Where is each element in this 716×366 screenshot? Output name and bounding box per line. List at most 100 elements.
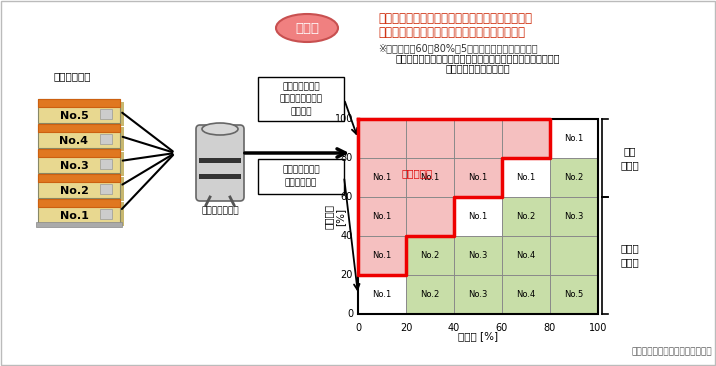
Text: 使用側の負荷（空気量）に応じてコンプレッサの: 使用側の負荷（空気量）に応じてコンプレッサの	[378, 11, 532, 25]
Bar	[358, 197, 406, 236]
Text: 消費電力
[%]: 消費電力 [%]	[323, 204, 345, 229]
Text: 80: 80	[544, 323, 556, 333]
FancyBboxPatch shape	[196, 125, 244, 201]
Bar	[38, 99, 120, 123]
Text: No.5: No.5	[59, 111, 88, 121]
Bar	[42, 127, 124, 151]
Bar	[502, 119, 550, 158]
Text: 出典：省エネルギーセンター資料: 出典：省エネルギーセンター資料	[632, 347, 712, 356]
Text: （参考）コンプレッサ５台（吸込み絞り弁制御・単独運転）の: （参考）コンプレッサ５台（吸込み絞り弁制御・単独運転）の	[396, 53, 560, 63]
Text: 20: 20	[341, 270, 353, 280]
Bar	[100, 159, 112, 169]
Bar	[38, 199, 120, 207]
Text: 60: 60	[496, 323, 508, 333]
Text: No.1: No.1	[372, 212, 392, 221]
Text: No.3: No.3	[468, 251, 488, 260]
Bar	[406, 119, 454, 158]
Bar	[358, 119, 406, 158]
Bar	[42, 102, 124, 126]
Bar	[502, 158, 550, 197]
Text: No.2: No.2	[516, 212, 536, 221]
Text: No.1: No.1	[372, 173, 392, 182]
Text: 容量
制御機: 容量 制御機	[621, 146, 639, 170]
Text: No.5: No.5	[564, 290, 584, 299]
Bar	[38, 174, 120, 182]
Text: No.3: No.3	[468, 290, 488, 299]
Bar	[36, 222, 122, 227]
Bar	[454, 119, 502, 158]
Bar	[406, 236, 454, 275]
Bar	[100, 184, 112, 194]
Bar	[550, 275, 598, 314]
Text: 空気量 [%]: 空気量 [%]	[458, 331, 498, 341]
Text: No.3: No.3	[59, 161, 88, 171]
Bar	[38, 124, 120, 132]
Bar	[38, 149, 120, 173]
Bar	[550, 236, 598, 275]
Bar	[258, 77, 344, 121]
Text: 0: 0	[355, 323, 361, 333]
Text: No.3: No.3	[564, 212, 584, 221]
Text: 対策後: 対策後	[295, 22, 319, 34]
Bar	[100, 109, 112, 119]
Bar	[550, 158, 598, 197]
Bar	[258, 159, 344, 194]
Text: 省エネ効果: 省エネ効果	[401, 169, 432, 179]
Text: No.1: No.1	[468, 212, 488, 221]
Bar	[42, 177, 124, 201]
Bar	[502, 275, 550, 314]
Bar	[199, 158, 241, 163]
Text: No.1: No.1	[59, 211, 89, 221]
Text: No.4: No.4	[59, 136, 89, 146]
Bar	[454, 275, 502, 314]
Text: レシーバタンク: レシーバタンク	[201, 206, 239, 216]
Bar	[100, 134, 112, 144]
Text: No.2: No.2	[564, 173, 584, 182]
Bar	[358, 119, 598, 314]
Bar	[406, 197, 454, 236]
Text: ５台を同じ設定
圧力で単独に運転
した場合: ５台を同じ設定 圧力で単独に運転 した場合	[279, 82, 322, 116]
Text: 40: 40	[448, 323, 460, 333]
Text: No.1: No.1	[468, 173, 488, 182]
Bar	[550, 197, 598, 236]
Bar	[358, 158, 406, 197]
Bar	[38, 149, 120, 157]
Text: No.1: No.1	[372, 290, 392, 299]
Text: No.4: No.4	[516, 251, 536, 260]
Text: No.2: No.2	[420, 290, 440, 299]
Bar	[38, 99, 120, 107]
Text: 0: 0	[347, 309, 353, 319]
Bar	[358, 275, 406, 314]
Text: ※ピーク負荷60～80%で5台の台数制御を行った場合: ※ピーク負荷60～80%で5台の台数制御を行った場合	[378, 43, 538, 53]
Bar	[454, 158, 502, 197]
Ellipse shape	[202, 123, 238, 135]
Bar	[454, 236, 502, 275]
Bar	[406, 275, 454, 314]
Text: No.2: No.2	[420, 251, 440, 260]
Bar	[42, 152, 124, 176]
Bar	[100, 209, 112, 219]
Text: コンプレッサ: コンプレッサ	[53, 71, 90, 81]
Text: 60: 60	[341, 192, 353, 202]
Text: No.1: No.1	[372, 251, 392, 260]
Bar	[38, 124, 120, 148]
Text: No.1: No.1	[516, 173, 536, 182]
Bar	[550, 119, 598, 158]
Bar	[38, 174, 120, 198]
Text: 40: 40	[341, 231, 353, 241]
Text: No.2: No.2	[59, 186, 89, 196]
Text: 80: 80	[341, 153, 353, 163]
Bar	[502, 197, 550, 236]
Text: 台数制御を実施することで、省エネになります: 台数制御を実施することで、省エネになります	[378, 26, 525, 40]
Text: No.4: No.4	[516, 290, 536, 299]
Text: No.1: No.1	[420, 173, 440, 182]
Bar	[406, 158, 454, 197]
Text: 100: 100	[334, 114, 353, 124]
Bar	[42, 202, 124, 226]
Bar	[502, 236, 550, 275]
Ellipse shape	[276, 14, 338, 42]
Bar	[358, 236, 406, 275]
Bar	[38, 199, 120, 223]
Bar	[454, 197, 502, 236]
Text: 全負荷
固定機: 全負荷 固定機	[621, 243, 639, 268]
